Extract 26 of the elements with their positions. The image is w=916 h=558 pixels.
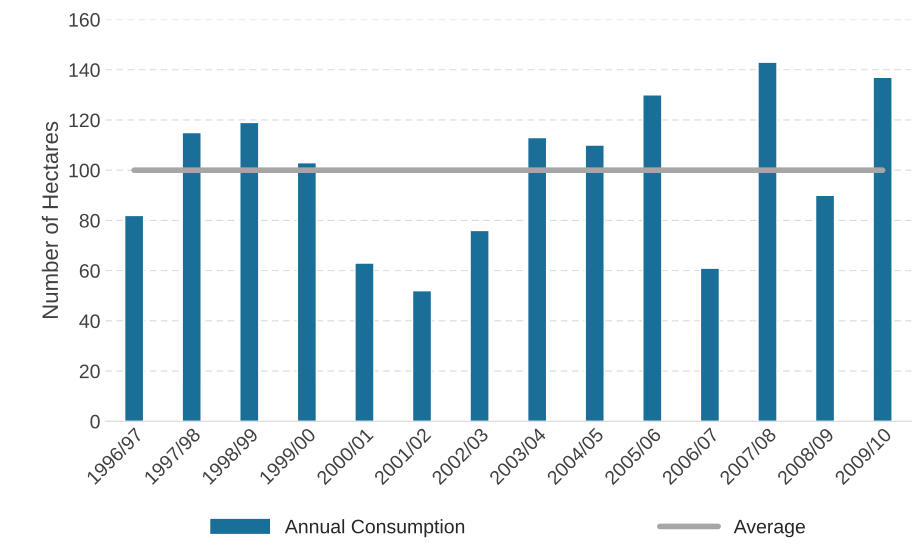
bar [354, 262, 375, 422]
bar [469, 230, 490, 422]
bar [124, 214, 144, 422]
y-tick-label: 0 [90, 414, 100, 429]
bar [642, 94, 663, 422]
bar [526, 136, 548, 422]
bar [814, 194, 836, 422]
y-tick-label: 140 [70, 63, 100, 77]
y-tick-label: 20 [80, 364, 100, 378]
y-tick-label: 120 [70, 113, 100, 128]
legend-label: Annual Consumption [284, 519, 464, 538]
bar [700, 267, 720, 422]
bar [296, 162, 318, 422]
bar [584, 144, 605, 422]
y-tick-label: 80 [80, 214, 100, 228]
y-tick-label: 40 [79, 314, 100, 328]
y-axis-title: Number of Hectares [42, 122, 58, 318]
bar [239, 122, 260, 422]
bar [412, 290, 432, 422]
legend-label: Average [734, 520, 805, 538]
y-tick-label: 160 [70, 13, 100, 27]
y-tick-label: 60 [80, 264, 100, 278]
bar [757, 62, 778, 422]
y-tick-label: 100 [70, 164, 100, 178]
bar [182, 132, 202, 422]
bar [872, 76, 893, 422]
